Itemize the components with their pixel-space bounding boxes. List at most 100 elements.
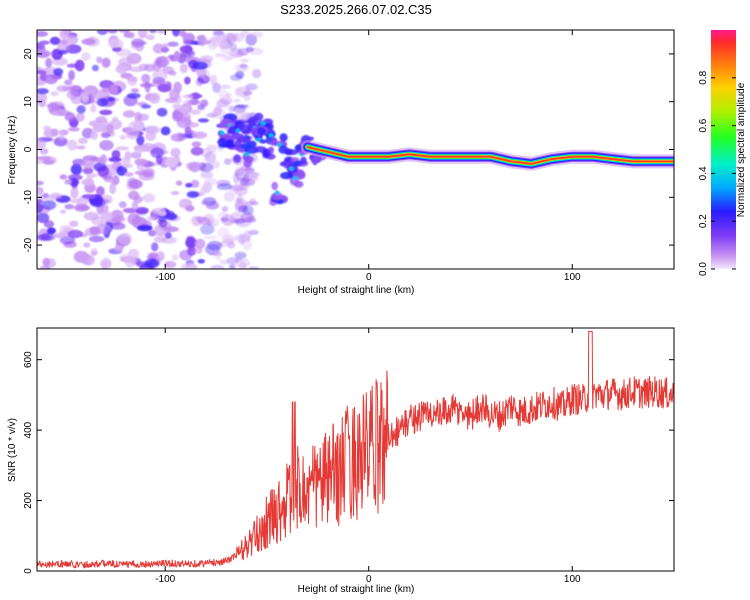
- noise-blob: [96, 56, 103, 64]
- noise-blob: [115, 146, 130, 151]
- ridge-band: [306, 146, 674, 165]
- noise-blob: [81, 38, 96, 45]
- transition-blob: [271, 192, 283, 201]
- transition-peak: [293, 176, 298, 181]
- noise-blob: [43, 220, 55, 228]
- noise-blob: [128, 190, 140, 200]
- transition-blob: [268, 146, 274, 154]
- noise-blob: [96, 30, 109, 36]
- noise-blob: [38, 193, 51, 201]
- noise-blob: [238, 183, 250, 191]
- noise-blob: [217, 89, 228, 99]
- noise-blob: [182, 39, 196, 46]
- noise-blob: [165, 156, 179, 168]
- noise-blob: [122, 110, 136, 118]
- noise-blob: [43, 125, 51, 131]
- noise-blob: [90, 251, 98, 256]
- noise-blob: [202, 197, 217, 206]
- spectrogram-frame: [36, 29, 675, 270]
- snr-x-tick-label: 100: [564, 574, 581, 585]
- noise-blob: [138, 171, 155, 181]
- noise-blob: [130, 88, 140, 93]
- noise-blob: [190, 179, 200, 188]
- noise-blob: [41, 200, 57, 210]
- noise-blob: [58, 131, 66, 141]
- noise-blob: [190, 146, 204, 156]
- noise-blob: [37, 49, 51, 58]
- chart-title: S233.2025.266.07.02.C35: [280, 2, 432, 17]
- noise-blob: [109, 183, 117, 195]
- noise-blob: [114, 245, 124, 252]
- noise-blob: [152, 76, 166, 85]
- noise-blob: [134, 158, 148, 166]
- transition-blob: [255, 127, 267, 136]
- noise-blob: [128, 66, 145, 73]
- transition-blob: [259, 139, 267, 144]
- noise-blob: [248, 31, 264, 38]
- noise-blob: [75, 145, 86, 150]
- noise-blob: [124, 172, 134, 177]
- transition-blob: [284, 148, 293, 156]
- noise-blob: [160, 46, 170, 53]
- noise-blob: [39, 40, 50, 45]
- transition-blob: [243, 159, 253, 168]
- snr-panel: -100 0 100 0 200 400 600 Height of straight li…: [7, 327, 675, 595]
- noise-blob: [102, 175, 113, 180]
- noise-blob: [44, 74, 58, 85]
- noise-blob: [100, 194, 113, 205]
- snr-y-tick-label: 600: [23, 351, 34, 368]
- spectrogram-y-tick-label: 20: [23, 48, 34, 60]
- noise-blob: [64, 79, 73, 86]
- noise-blob: [73, 203, 90, 212]
- noise-blob: [191, 141, 202, 147]
- noise-blob: [242, 205, 254, 216]
- noise-blob: [172, 30, 181, 37]
- noise-blob: [37, 199, 44, 204]
- noise-blob: [68, 127, 80, 132]
- noise-blob: [64, 203, 75, 210]
- noise-blob: [225, 92, 232, 98]
- noise-blob: [43, 128, 58, 138]
- noise-blob: [161, 236, 177, 244]
- noise-blob: [191, 131, 208, 139]
- noise-blob: [108, 157, 122, 162]
- noise-blob: [156, 107, 168, 117]
- noise-blob: [92, 123, 107, 133]
- noise-blob: [149, 30, 157, 34]
- noise-blob: [69, 198, 81, 204]
- noise-blob: [156, 30, 167, 34]
- noise-blob: [157, 83, 172, 93]
- noise-blob: [37, 92, 48, 104]
- transition-peak: [268, 133, 274, 138]
- noise-blob: [141, 73, 151, 84]
- noise-blob: [131, 41, 147, 46]
- noise-blob: [81, 95, 90, 103]
- colorbar-tick-label: 0.2: [698, 214, 709, 228]
- noise-blob: [164, 232, 172, 239]
- noise-blob: [50, 192, 62, 199]
- noise-blob: [235, 258, 251, 268]
- noise-blob: [145, 130, 157, 141]
- noise-blob: [160, 126, 171, 136]
- noise-blob: [186, 235, 195, 241]
- noise-blob: [150, 147, 165, 158]
- noise-blob: [214, 53, 226, 58]
- noise-blob: [69, 220, 79, 227]
- noise-blob: [203, 235, 219, 240]
- noise-blob: [235, 233, 251, 243]
- noise-blob: [221, 214, 235, 226]
- noise-blob: [53, 68, 64, 76]
- noise-blob: [211, 160, 221, 169]
- noise-blob: [83, 211, 99, 221]
- noise-blob: [96, 97, 109, 107]
- noise-blob: [95, 223, 110, 235]
- noise-blob: [182, 99, 192, 110]
- noise-blob: [184, 76, 191, 85]
- noise-blob: [147, 216, 156, 221]
- noise-blob: [122, 163, 133, 168]
- colorbar-tick-label: 0.6: [698, 118, 709, 132]
- noise-blob: [96, 186, 105, 197]
- snr-y-tick-label: 200: [23, 492, 34, 509]
- noise-blob: [81, 194, 96, 199]
